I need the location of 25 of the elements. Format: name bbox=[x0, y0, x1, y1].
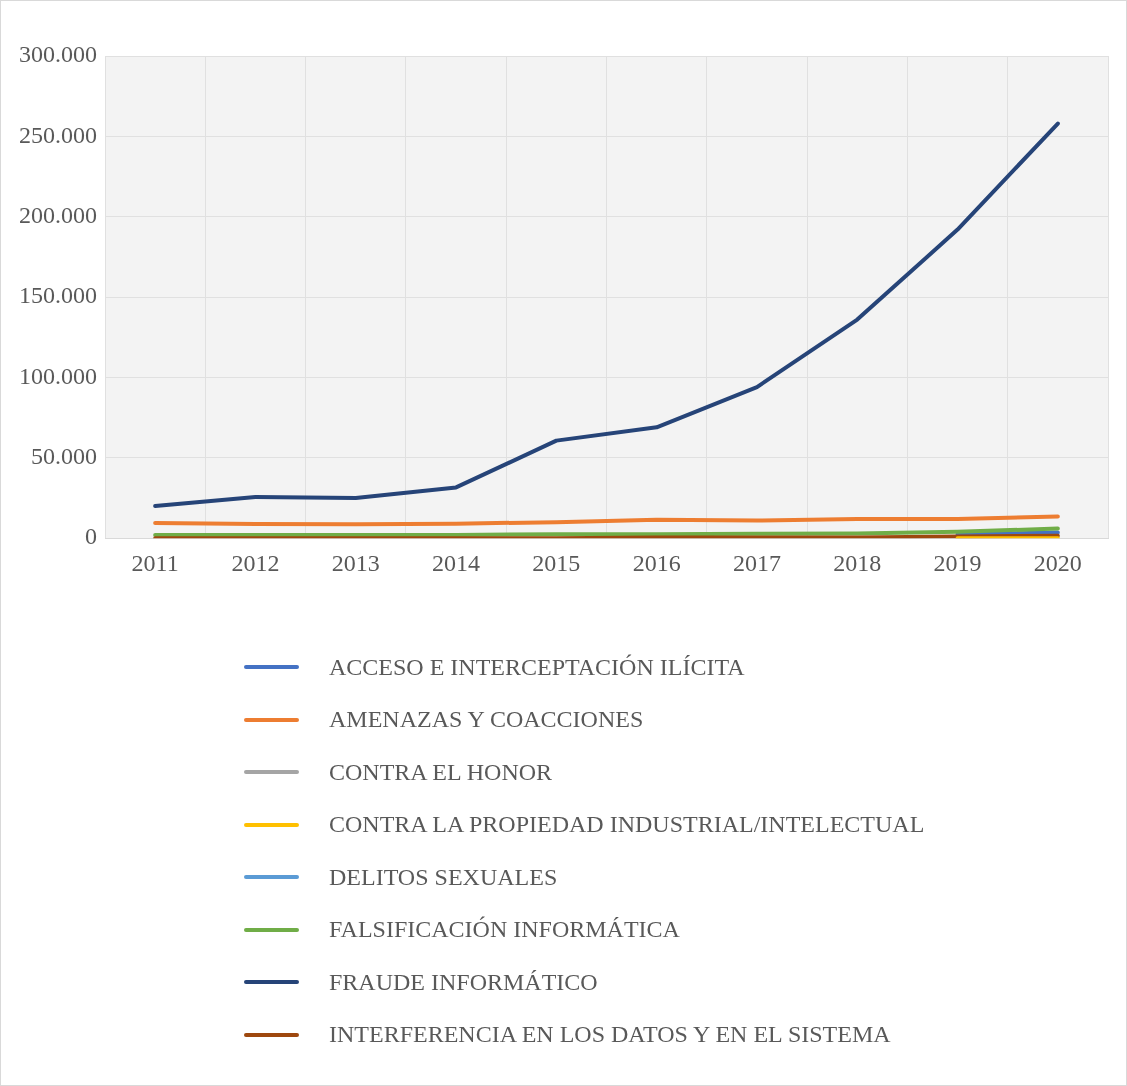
legend-label: CONTRA LA PROPIEDAD INDUSTRIAL/INTELECTUAL bbox=[329, 811, 925, 839]
x-tick-label: 2014 bbox=[432, 549, 481, 576]
legend-label: DELITOS SEXUALES bbox=[329, 863, 558, 891]
x-tick-label: 2011 bbox=[131, 549, 179, 576]
legend-label: FRAUDE INFORMÁTICO bbox=[329, 968, 598, 996]
y-tick-label: 50.000 bbox=[31, 443, 97, 470]
legend-label: INTERFERENCIA EN LOS DATOS Y EN EL SISTEMA bbox=[329, 1021, 891, 1049]
x-tick-label: 2012 bbox=[231, 549, 280, 576]
x-tick-label: 2019 bbox=[933, 549, 982, 576]
y-tick-label: 150.000 bbox=[19, 282, 97, 309]
y-tick-label: 300.000 bbox=[19, 41, 97, 68]
y-tick-label: 250.000 bbox=[19, 121, 97, 148]
y-tick-label: 100.000 bbox=[19, 362, 97, 389]
y-tick-label: 200.000 bbox=[19, 202, 97, 229]
legend-label: FALSIFICACIÓN INFORMÁTICA bbox=[329, 916, 680, 944]
legend-label: CONTRA EL HONOR bbox=[329, 758, 553, 786]
legend-label: AMENAZAS Y COACCIONES bbox=[329, 706, 644, 734]
x-tick-label: 2017 bbox=[732, 549, 781, 576]
legend-label: ACCESO E INTERCEPTACIÓN ILÍCITA bbox=[329, 653, 745, 681]
y-tick-label: 0 bbox=[85, 523, 97, 550]
x-tick-label: 2016 bbox=[632, 549, 681, 576]
x-tick-label: 2020 bbox=[1033, 549, 1082, 576]
x-tick-label: 2018 bbox=[833, 549, 882, 576]
x-tick-label: 2015 bbox=[532, 549, 581, 576]
x-tick-label: 2013 bbox=[331, 549, 380, 576]
